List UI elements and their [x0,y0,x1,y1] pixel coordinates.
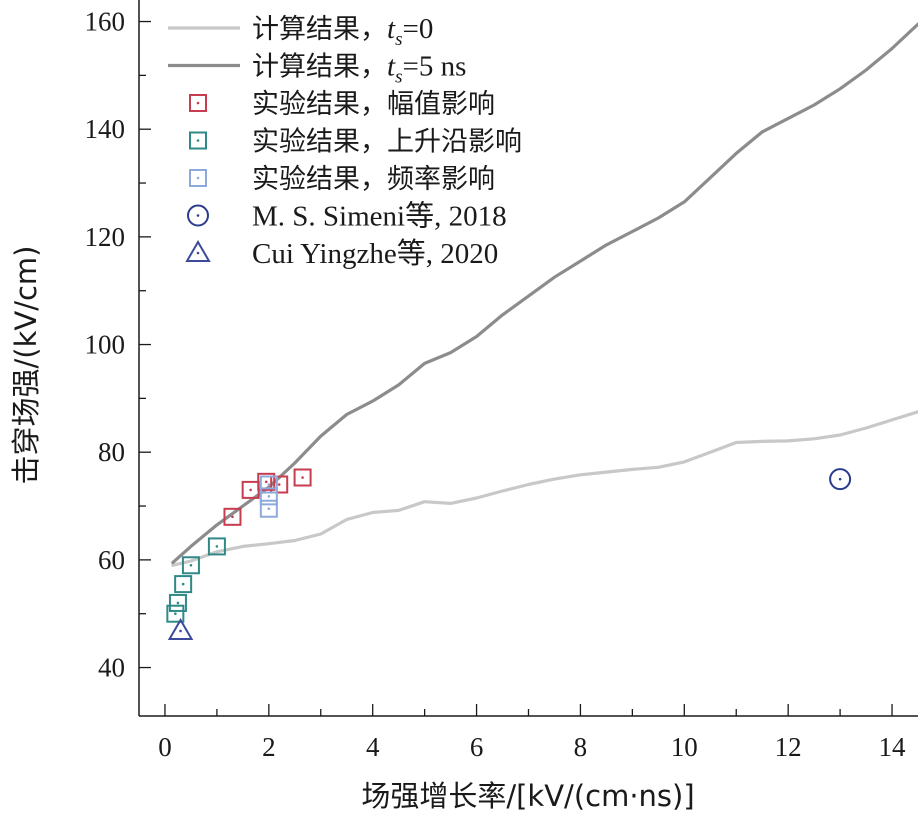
y-axis-label: 击穿场强/(kV/cm) [9,246,43,485]
legend-label: 计算结果，ts=5 ns [252,51,466,88]
y-tick-label: 120 [85,222,126,252]
data-point-1-4 [207,537,226,556]
legend-item-scatter-4: Cui Yingzhe等, 2020 [185,237,498,270]
legend-item-scatter-0: 实验结果，幅值影响 [189,89,495,120]
legend-marker [187,204,209,227]
legend-item-scatter-2: 实验结果，频率影响 [189,164,495,195]
legend-item-line-1: 计算结果，ts=5 ns [168,51,466,88]
legend-marker [189,169,207,187]
y-tick-label: 60 [98,545,125,575]
series-layer [171,22,918,567]
x-tick-label: 8 [574,732,588,762]
data-point-0-2 [257,472,276,491]
series-line-0 [171,410,918,567]
legend-marker [185,240,211,262]
data-point-1-1 [168,593,187,612]
x-tick-label: 12 [775,732,802,762]
legend-label: 实验结果，上升沿影响 [252,127,522,158]
x-tick-label: 2 [262,732,276,762]
legend-label: 实验结果，频率影响 [252,164,495,195]
data-point-0-0 [223,507,242,526]
legend-label: Cui Yingzhe等, 2020 [252,237,498,270]
x-tick-label: 10 [671,732,698,762]
legend-item-scatter-1: 实验结果，上升沿影响 [189,127,522,158]
data-point-2-1 [259,487,278,506]
legend-item-line-0: 计算结果，ts=0 [168,13,433,50]
axes-layer: 0 2 4 6 8 10 12 14 40 60 80 100 120 140 160 [85,0,918,762]
y-tick-label: 40 [98,653,125,683]
x-tick-label: 6 [470,732,484,762]
data-point-4-0 [167,617,194,640]
y-tick-label: 80 [98,437,125,467]
legend-label: M. S. Simeni等, 2018 [252,200,507,233]
legend-marker [189,131,207,150]
data-point-1-3 [181,556,200,575]
legend-marker [189,94,207,112]
series-line-1 [171,22,918,565]
x-axis-label: 场强增长率/[kV/(cm·ns)] [361,779,694,813]
marker-layer [166,468,852,640]
x-tick-label: 0 [158,732,172,762]
legend-label: 计算结果，ts=0 [252,13,433,50]
x-tick-label: 14 [879,732,907,762]
data-point-3-0 [829,468,852,491]
data-point-2-0 [259,499,278,518]
y-tick-label: 160 [85,7,126,37]
data-point-2-2 [259,475,278,494]
data-point-0-3 [270,475,289,494]
y-tick-label: 100 [85,330,126,360]
data-point-0-4 [293,468,312,487]
data-point-1-0 [166,604,185,623]
x-tick-label: 4 [366,732,380,762]
data-point-1-2 [174,575,193,594]
y-tick-label: 140 [85,114,126,144]
legend-item-scatter-3: M. S. Simeni等, 2018 [187,200,507,233]
legend-label: 实验结果，幅值影响 [252,89,495,120]
